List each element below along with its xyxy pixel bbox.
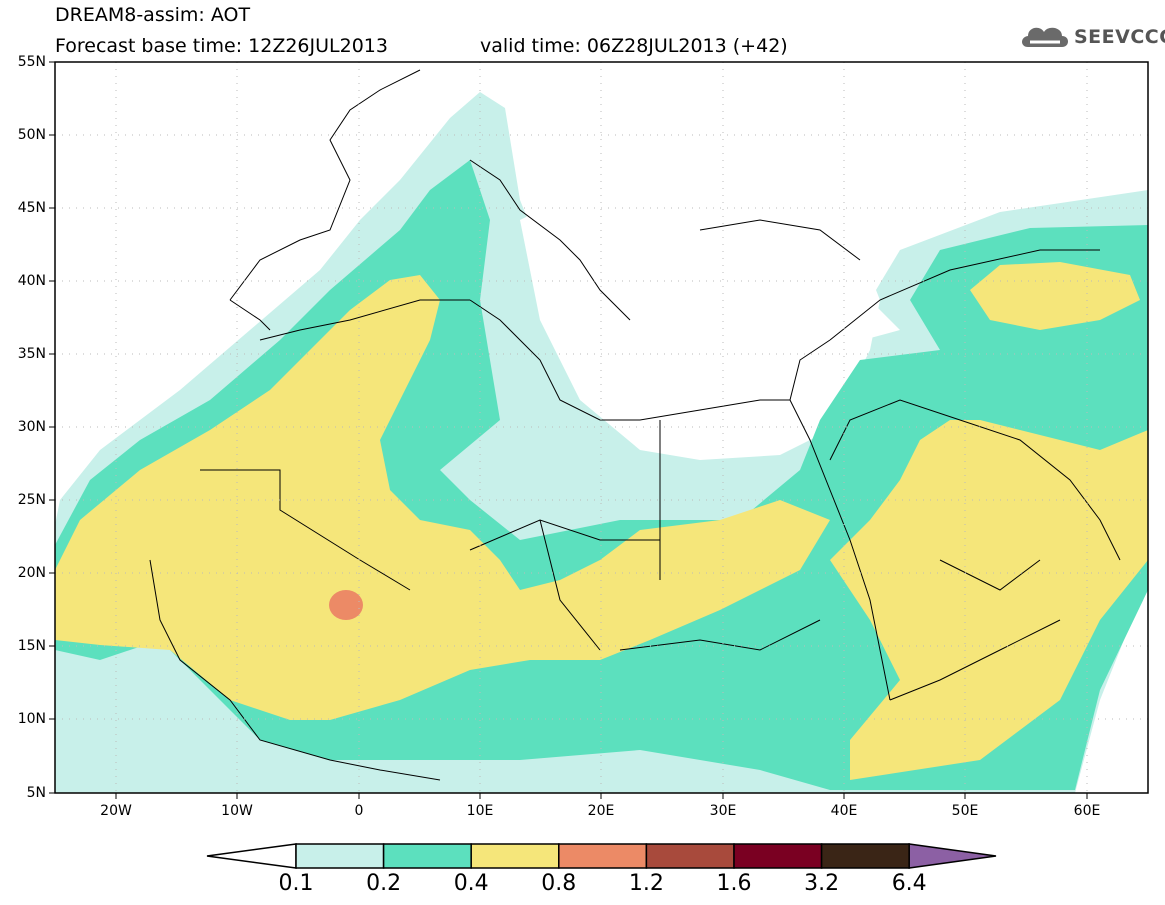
lon-tick-label: 10W [221, 803, 253, 819]
colorbar-over-arrow [908, 843, 997, 869]
lat-tick-label: 45N [17, 200, 46, 216]
cloud-icon [1022, 27, 1068, 47]
lat-tick-label: 20N [17, 565, 46, 581]
lat-tick-label: 10N [17, 711, 46, 727]
colorbar-label: 0.2 [366, 871, 402, 896]
colorbar-swatch-0-1 [295, 843, 385, 869]
aot-contour-0-4-west [55, 275, 830, 720]
aot-contour-0-4-east [830, 420, 1148, 780]
colorbar-label: 0.1 [278, 871, 314, 896]
aot-contour-0-4-caspian [970, 262, 1140, 330]
lon-tick-label: 40E [830, 803, 858, 819]
lon-tick-label: 60E [1073, 803, 1101, 819]
lat-tick-label: 25N [17, 492, 46, 508]
colorbar-label: 0.8 [541, 871, 577, 896]
colorbar-swatch-0-8 [558, 843, 648, 869]
lat-tick-label: 30N [17, 419, 46, 435]
lon-tick-label: 10E [466, 803, 494, 819]
colorbar-label: 1.2 [628, 871, 664, 896]
colorbar-swatch-1-6 [733, 843, 823, 869]
lat-tick-label: 5N [26, 785, 46, 801]
seevccc-logo: SEEVCCC [1018, 21, 1165, 51]
lon-tick-label: 50E [951, 803, 979, 819]
lon-tick-label: 20W [100, 803, 132, 819]
colorbar-under-arrow [206, 843, 297, 869]
lat-tick-label: 35N [17, 346, 46, 362]
colorbar-swatch-3-2 [820, 843, 910, 869]
lat-tick-label: 50N [17, 127, 46, 143]
colorbar [206, 843, 997, 869]
lon-tick-label: 30E [709, 803, 737, 819]
logo-text: SEEVCCC [1074, 26, 1165, 48]
valid-time: valid time: 06Z28JUL2013 (+42) [480, 35, 788, 57]
lon-tick-label: 0 [354, 803, 364, 819]
colorbar-label: 0.4 [453, 871, 489, 896]
map-title: DREAM8-assim: AOT [55, 4, 251, 26]
colorbar-swatch-1-2 [645, 843, 735, 869]
lat-tick-label: 40N [17, 273, 46, 289]
colorbar-label: 3.2 [804, 871, 840, 896]
colorbar-label: 6.4 [891, 871, 927, 896]
lon-tick-label: 20E [587, 803, 615, 819]
lat-tick-label: 55N [17, 54, 46, 70]
colorbar-label: 1.6 [716, 871, 752, 896]
lat-tick-label: 15N [17, 638, 46, 654]
colorbar-swatch-0-4 [470, 843, 560, 869]
colorbar-swatch-0-2 [382, 843, 472, 869]
aot-contour-0-8 [329, 590, 363, 620]
forecast-base-time: Forecast base time: 12Z26JUL2013 [55, 35, 388, 57]
